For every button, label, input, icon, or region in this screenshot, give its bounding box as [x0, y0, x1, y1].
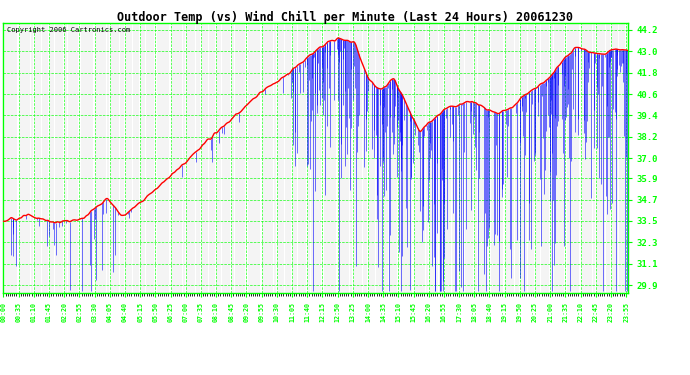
Text: Copyright 2006 Cartronics.com: Copyright 2006 Cartronics.com: [7, 27, 130, 33]
Text: Outdoor Temp (vs) Wind Chill per Minute (Last 24 Hours) 20061230: Outdoor Temp (vs) Wind Chill per Minute …: [117, 11, 573, 24]
